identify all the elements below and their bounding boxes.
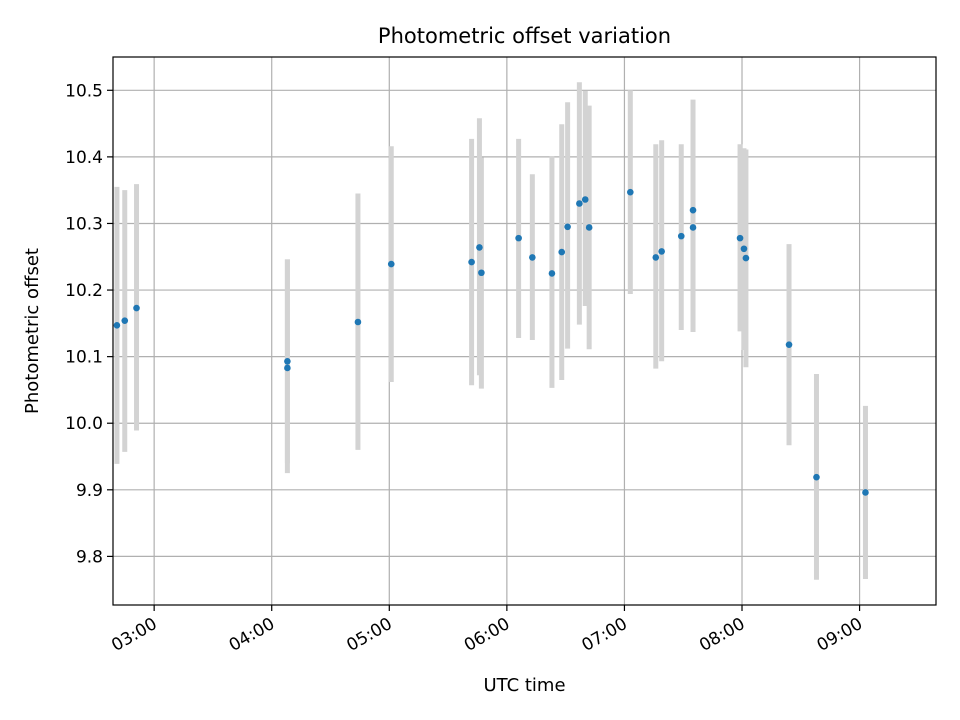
data-point bbox=[581, 196, 589, 203]
data-point bbox=[785, 341, 793, 348]
data-point bbox=[284, 364, 291, 372]
data-point bbox=[740, 245, 748, 253]
data-point bbox=[689, 224, 697, 231]
chart-title: Photometric offset variation bbox=[378, 24, 671, 48]
data-points bbox=[113, 188, 869, 496]
data-point bbox=[558, 248, 566, 256]
y-tick-label: 10.5 bbox=[65, 81, 103, 101]
data-point bbox=[529, 254, 536, 261]
data-point bbox=[576, 200, 583, 207]
data-point bbox=[515, 234, 522, 242]
data-point bbox=[585, 224, 593, 231]
plot-frame bbox=[112, 56, 937, 606]
data-point bbox=[689, 206, 697, 214]
x-axis-label: UTC time bbox=[483, 675, 565, 696]
y-tick-label: 10.3 bbox=[65, 214, 103, 234]
y-tick-label: 10.4 bbox=[65, 148, 103, 168]
data-point bbox=[133, 304, 140, 312]
y-tick-label: 10.0 bbox=[65, 414, 103, 434]
data-point bbox=[121, 317, 129, 324]
data-point bbox=[476, 244, 483, 251]
y-axis-ticks: 9.8 9.9 10.0 10.1 10.2 10.3 10.4 10.5 bbox=[65, 81, 113, 567]
data-point bbox=[813, 473, 820, 481]
data-point bbox=[677, 232, 685, 240]
data-point bbox=[478, 269, 485, 277]
data-point bbox=[658, 248, 665, 255]
data-point bbox=[627, 188, 634, 196]
data-point bbox=[652, 254, 660, 261]
data-point bbox=[736, 234, 744, 242]
y-tick-label: 10.1 bbox=[65, 348, 103, 368]
y-axis-label: Photometric offset bbox=[22, 248, 43, 414]
data-point bbox=[862, 489, 869, 496]
y-tick-label: 9.8 bbox=[76, 547, 103, 567]
data-point bbox=[548, 270, 556, 277]
data-point bbox=[564, 223, 571, 231]
y-tick-label: 9.9 bbox=[76, 481, 103, 501]
data-point bbox=[742, 254, 750, 262]
data-point bbox=[113, 322, 121, 329]
data-point bbox=[468, 258, 475, 266]
data-point bbox=[354, 318, 362, 326]
y-tick-label: 10.2 bbox=[65, 281, 103, 301]
data-point bbox=[284, 357, 291, 365]
data-point bbox=[387, 260, 395, 268]
